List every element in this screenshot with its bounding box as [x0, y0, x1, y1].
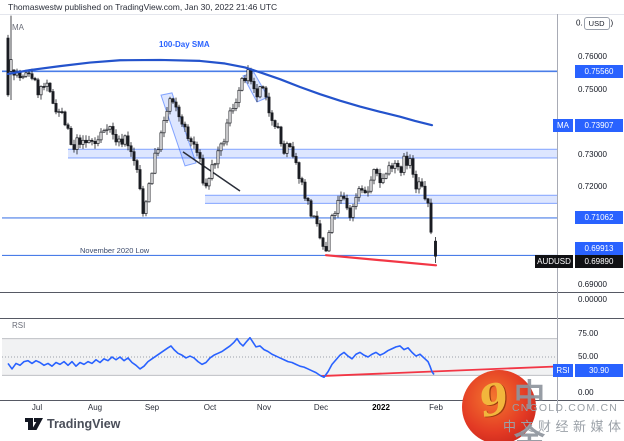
rsi-value-badge: 30.90 — [575, 363, 623, 377]
tradingview-glyph-icon — [25, 417, 43, 430]
price-badge-0.75560: 0.75560 — [575, 64, 623, 78]
rsi-badge-chip: RSI — [553, 363, 573, 377]
tradingview-logo[interactable]: TradingView — [25, 417, 120, 431]
panel-divider — [0, 318, 624, 319]
axis-top-partial-prefix: 0. — [576, 18, 583, 28]
price-axis-label: 0.75000 — [578, 84, 607, 94]
rsi-axis-label: 0.00 — [578, 388, 594, 397]
price-axis-label: 0.76000 — [578, 52, 607, 61]
time-axis-label-nov: Nov — [256, 403, 272, 412]
hidden-panel-scale-label: 0.00000 — [578, 295, 607, 304]
price-badge-0.69890: 0.69890 — [575, 254, 623, 268]
audusd-badge-chip: AUDUSD — [535, 254, 573, 268]
time-axis-line — [0, 400, 624, 401]
time-axis-label-jul: Jul — [31, 403, 43, 412]
ma-indicator-label[interactable]: MA — [12, 23, 24, 32]
time-axis-label-feb: Feb — [429, 403, 443, 412]
november-2020-low-annotation[interactable]: November 2020 Low — [80, 246, 150, 255]
rsi-axis-label: 50.00 — [578, 352, 599, 361]
sma-line-label[interactable]: 100-Day SMA — [159, 40, 210, 49]
time-axis-label-dec: Dec — [313, 403, 329, 412]
price-badge-0.71062: 0.71062 — [575, 211, 623, 225]
time-axis-label-aug: Aug — [87, 403, 103, 412]
price-axis-label: 0.73000 — [578, 149, 607, 159]
rsi-indicator-label[interactable]: RSI — [12, 321, 26, 330]
axis-top-partial-suffix: ) — [610, 18, 614, 28]
time-axis-label-sep: Sep — [144, 403, 160, 412]
price-badge-0.73907: 0.73907 — [575, 118, 623, 132]
price-axis-label: 0.72000 — [578, 182, 607, 192]
currency-unit-button[interactable]: USD — [583, 17, 610, 30]
published-line: Thomaswestw published on TradingView.com… — [8, 2, 278, 12]
tradingview-wordmark: TradingView — [47, 417, 121, 431]
price-axis-unit-area: 0. USD) — [576, 17, 613, 30]
time-axis-label-oct: Oct — [203, 403, 217, 412]
panel-divider — [0, 292, 624, 293]
ma-badge-chip: MA — [553, 118, 573, 132]
price-axis-border — [557, 14, 558, 413]
publish-header: Thomaswestw published on TradingView.com… — [0, 0, 624, 15]
price-badge-0.69913: 0.69913 — [575, 241, 623, 255]
rsi-axis-label: 75.00 — [578, 329, 599, 338]
price-axis-label: 0.69000 — [578, 280, 607, 290]
time-axis-label-2022: 2022 — [372, 403, 390, 412]
